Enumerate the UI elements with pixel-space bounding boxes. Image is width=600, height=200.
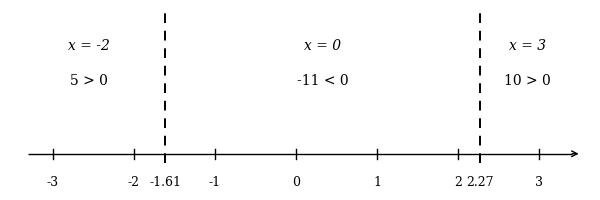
Text: 0: 0 (292, 176, 300, 189)
Text: x = 3: x = 3 (509, 39, 546, 53)
Text: 2.27: 2.27 (466, 176, 494, 189)
Text: 10 > 0: 10 > 0 (504, 74, 551, 88)
Text: -3: -3 (47, 176, 59, 189)
Text: -1: -1 (209, 176, 221, 189)
Text: x = 0: x = 0 (304, 39, 341, 53)
Text: 3: 3 (535, 176, 544, 189)
Text: 1: 1 (373, 176, 381, 189)
Text: -2: -2 (128, 176, 140, 189)
Text: -11 < 0: -11 < 0 (297, 74, 349, 88)
Text: 5 > 0: 5 > 0 (70, 74, 108, 88)
Text: x = -2: x = -2 (68, 39, 110, 53)
Text: -1.61: -1.61 (149, 176, 181, 189)
Text: 2: 2 (454, 176, 462, 189)
